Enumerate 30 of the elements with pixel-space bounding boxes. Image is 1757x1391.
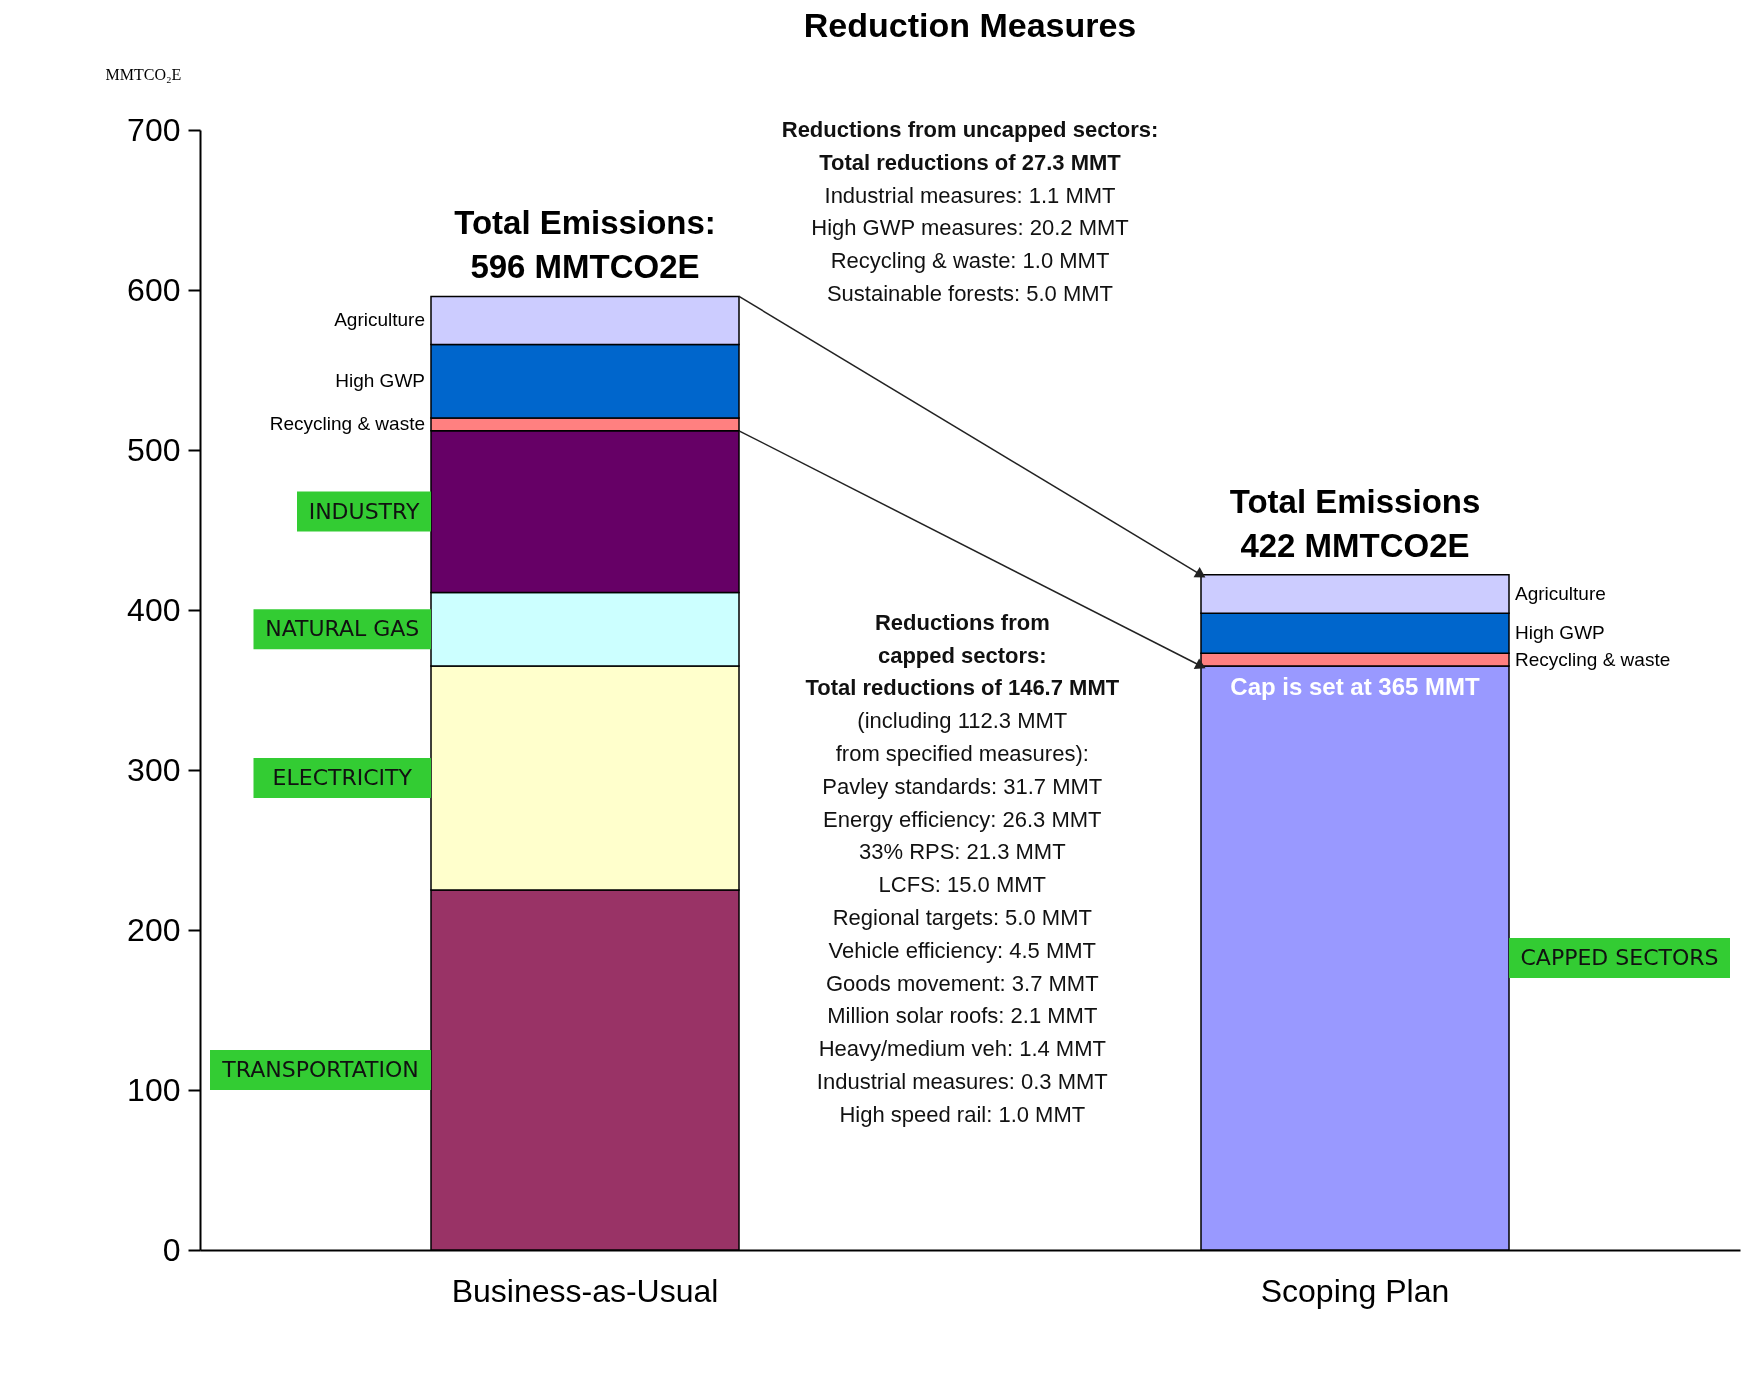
annotation: Reductions from uncapped sectors: Total reductions of 27.3 MMT bbox=[781, 117, 1159, 175]
y-tick-label: 400 bbox=[127, 591, 181, 628]
series-label: NATURAL GAS bbox=[265, 616, 420, 642]
y-tick-label: 200 bbox=[127, 911, 181, 948]
y-tick-label: 0 bbox=[162, 1231, 181, 1268]
text: Agriculture bbox=[1515, 583, 1606, 604]
y-tick-label: 600 bbox=[127, 271, 181, 308]
series-label: TRANSPORTATION bbox=[221, 1057, 419, 1082]
text: High GWP bbox=[1515, 622, 1605, 644]
annotation: Reductions from capped sectors: Total reductions of 146.7 MMT bbox=[805, 609, 1120, 701]
chart-title: Reduction Measures bbox=[803, 6, 1137, 44]
x-tick-label: Scoping Plan bbox=[1260, 1272, 1450, 1309]
y-tick-label: 300 bbox=[127, 751, 181, 788]
y-tick-label: 100 bbox=[127, 1071, 181, 1108]
series-label: Agriculture bbox=[334, 309, 425, 331]
series-label: CAPPED SECTORS bbox=[1520, 945, 1719, 970]
y-tick-label: 500 bbox=[127, 431, 181, 468]
y-tick-label: 700 bbox=[127, 111, 181, 148]
series-label: Recycling & waste bbox=[269, 413, 425, 435]
annotation: Industrial measures: 1.1 MMT High GWP measures: 20.2 MMT Recycling & waste: 1.0 MMT Sustainable forests: 5.0 MMT bbox=[811, 182, 1129, 306]
text: Recycling & waste bbox=[1515, 648, 1671, 670]
x-tick-label: Business-as-Usual bbox=[451, 1272, 719, 1309]
y-axis-title: MMTCO₂E bbox=[105, 65, 182, 83]
series-label: INDUSTRY bbox=[308, 498, 420, 524]
annotation: Cap is set at 365 MMT bbox=[1230, 673, 1481, 700]
series-label: ELECTRICITY bbox=[272, 765, 413, 790]
series-label: High GWP bbox=[335, 370, 425, 392]
annotation: Total Emissions 422 MMTCO2E bbox=[1229, 482, 1481, 564]
annotation: Total Emissions: 596 MMTCO2E bbox=[454, 204, 716, 286]
text: (including 112.3 MMT from specified measures): Pavley standards: 31.7 MMT Energy efficiency: 26.3 MMT 33% RPS: 21.3 MMT LCFS: 15.0 MMT Regional targets: 5.0 MMT Vehicle efficiency: 4.5 MMT Goods movement: 3.7 MMT Million solar roofs: 2.1 MMT Heavy/medium veh: 1.4 MMT Industrial measures: 0.3 MMT High speed rail: 1.0 MMT bbox=[816, 708, 1108, 1127]
